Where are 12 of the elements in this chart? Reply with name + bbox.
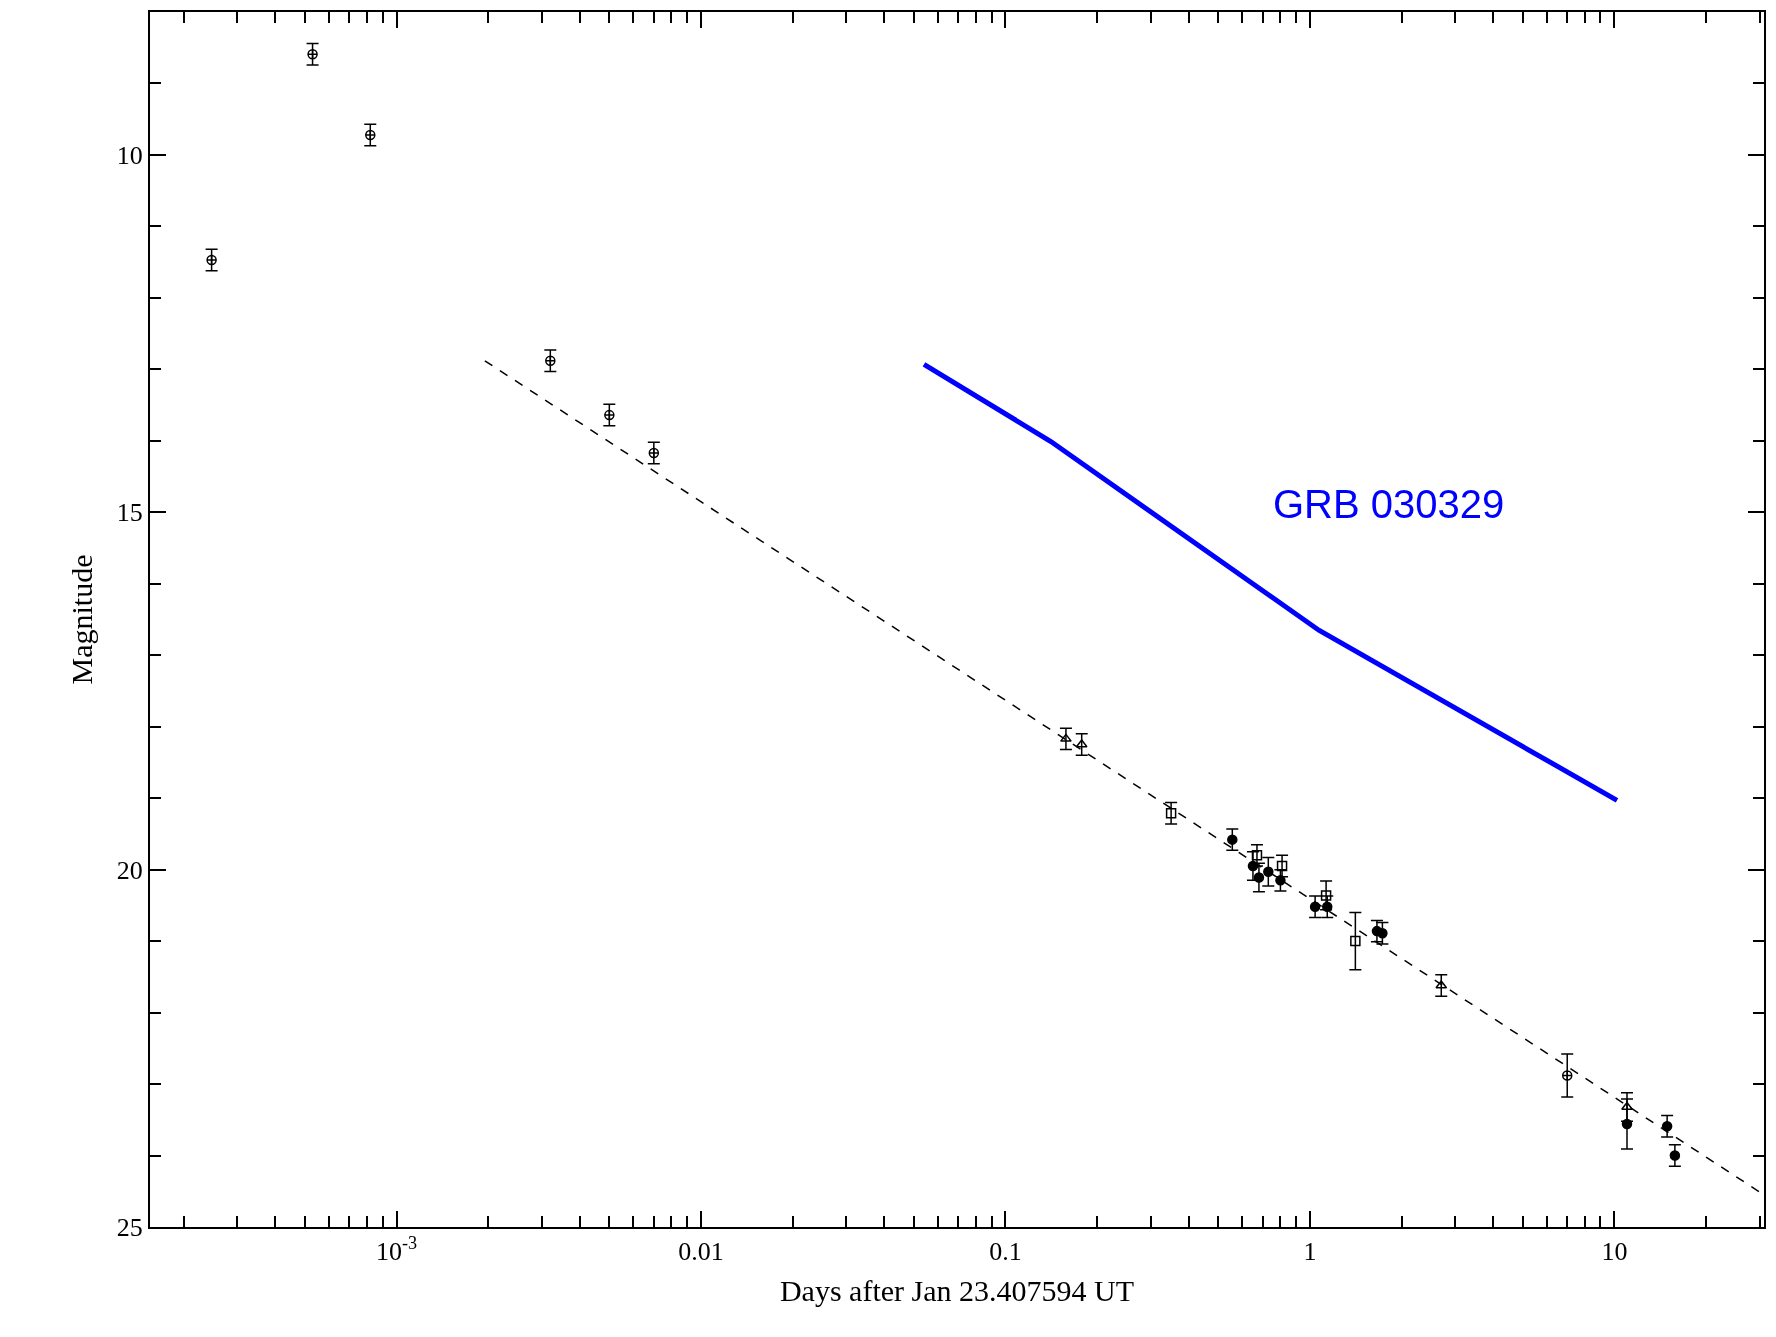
y-tick-label: 15 [116,498,143,528]
y-tick-label: 20 [116,855,143,885]
x-tick-label: 10$^{-3}$ [375,1233,418,1267]
x-tick-label: 1 [1303,1237,1317,1267]
y-tick-label: 25 [116,1213,143,1243]
x-tick-label: 0.01 [678,1237,724,1267]
x-axis-title: Days after Jan 23.407594 UT [779,1274,1135,1308]
annotation: GRB 030329 [1273,482,1505,526]
x-tick-label: 0.1 [989,1237,1022,1267]
x-tick-label: 10 [1601,1237,1628,1267]
y-axis-title: Magnitude [65,554,99,685]
y-tick-label: 10 [116,141,143,171]
